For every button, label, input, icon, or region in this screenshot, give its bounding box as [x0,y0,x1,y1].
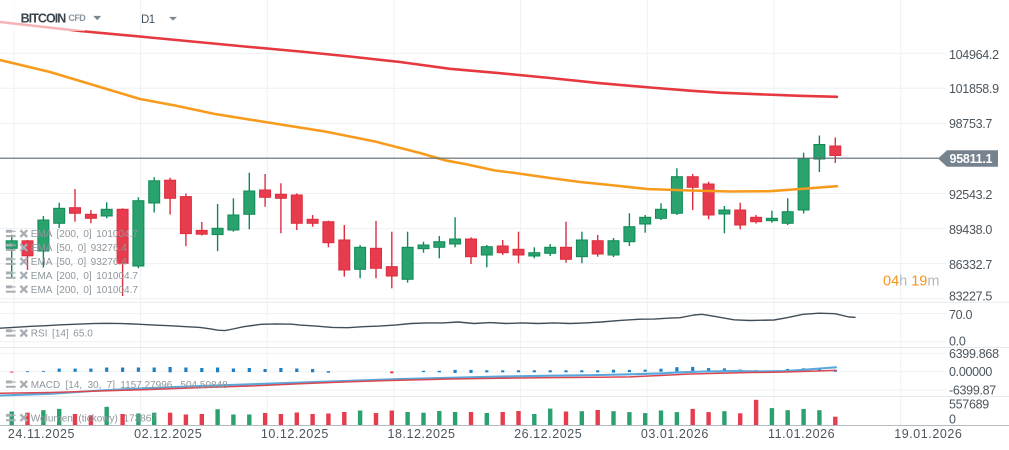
svg-text:EMA [200, 0] 101004.7: EMA [200, 0] 101004.7 [31,229,139,240]
svg-text:89438.0: 89438.0 [949,223,992,237]
svg-text:0: 0 [949,413,956,427]
svg-text:11.01.2026: 11.01.2026 [768,427,835,441]
svg-text:CFD: CFD [68,13,86,23]
svg-text:EMA [50, 0] 93276.4: EMA [50, 0] 93276.4 [31,257,127,268]
svg-text:19.01.2026: 19.01.2026 [894,427,962,441]
svg-text:EMA [200, 0] 101004.7: EMA [200, 0] 101004.7 [31,271,139,282]
svg-text:RSI [14] 65.0: RSI [14] 65.0 [31,329,93,340]
svg-text:0.00000: 0.00000 [949,365,992,379]
svg-text:95811.1: 95811.1 [950,152,993,166]
svg-text:EMA [50, 0] 93276.4: EMA [50, 0] 93276.4 [31,243,127,254]
svg-text:03.01.2026: 03.01.2026 [641,427,709,441]
svg-text:6399.868: 6399.868 [949,347,999,361]
svg-text:-6399.87: -6399.87 [949,384,996,398]
svg-text:04h 19m: 04h 19m [883,274,939,290]
svg-text:0.0: 0.0 [949,335,966,349]
svg-text:EMA [200, 0] 101004.7: EMA [200, 0] 101004.7 [31,285,139,296]
svg-text:83227.5: 83227.5 [949,290,992,304]
svg-text:MACD [14, 30, 7] 1157.27996, 5: MACD [14, 30, 7] 1157.27996, 504.50848 [31,380,228,391]
svg-text:Wolumen (tickowy) 173867: Wolumen (tickowy) 173867 [31,413,157,424]
svg-text:18.12.2025: 18.12.2025 [387,427,455,441]
svg-text:D1: D1 [141,14,155,26]
svg-text:26.12.2025: 26.12.2025 [514,427,582,441]
svg-text:92543.2: 92543.2 [949,188,992,202]
svg-text:101858.9: 101858.9 [949,82,999,96]
svg-text:24.11.2025: 24.11.2025 [8,427,75,441]
svg-text:70.0: 70.0 [949,308,972,322]
svg-text:86332.7: 86332.7 [949,258,992,272]
svg-text:104964.2: 104964.2 [949,48,999,62]
svg-text:557689: 557689 [949,398,989,412]
svg-text:98753.7: 98753.7 [949,117,992,131]
svg-text:BITCOIN: BITCOIN [21,12,67,26]
svg-text:10.12.2025: 10.12.2025 [261,427,329,441]
svg-text:02.12.2025: 02.12.2025 [134,427,202,441]
